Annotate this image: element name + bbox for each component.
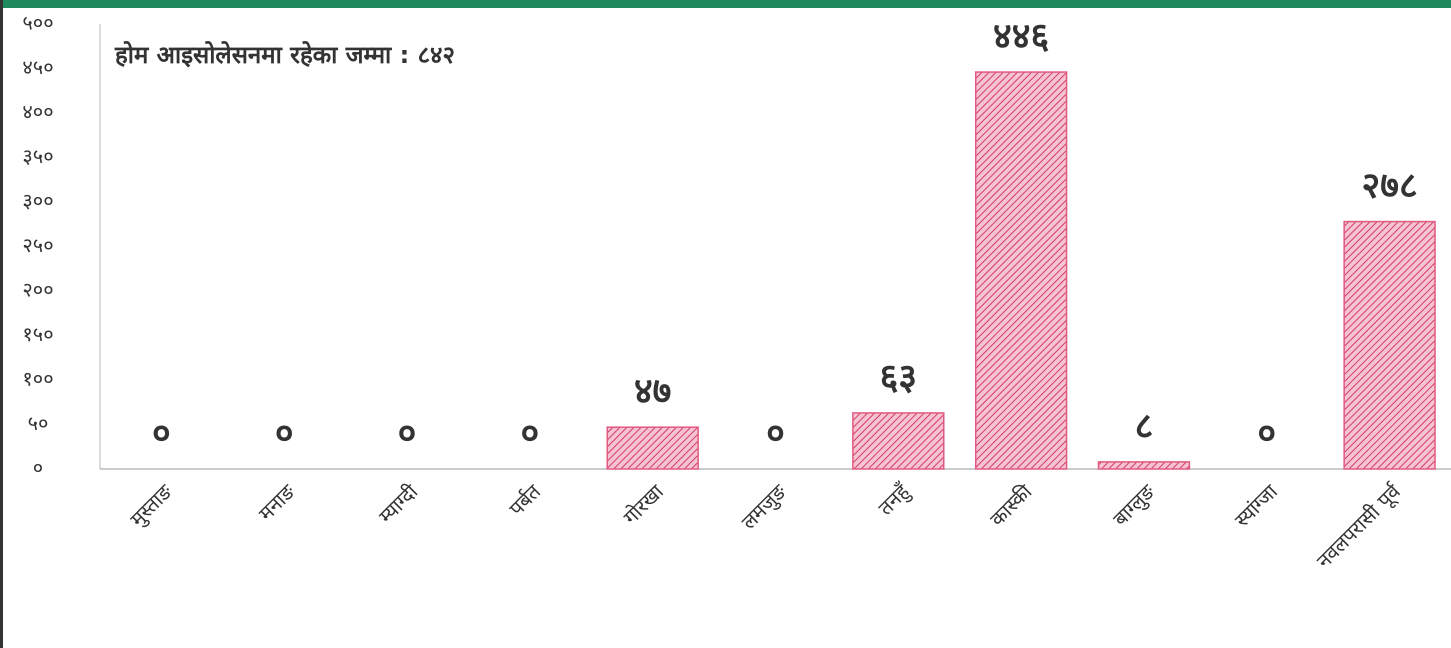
y-tick-label: १०० [22,367,53,391]
chart-title: होम आइसोलेसनमा रहेका जम्मा : ८४२ [114,41,455,69]
y-tick-label: ० [33,456,43,480]
y-tick-label: २०० [22,278,53,302]
y-tick-label: ४०० [22,100,53,124]
x-tick-label: म्याग्दी [374,479,423,528]
data-label: ० [275,413,294,454]
data-label: ८ [1135,406,1154,447]
x-tick-label: कास्की [985,479,1037,531]
bar [606,426,699,470]
data-label: ० [766,413,785,454]
bar [974,71,1068,470]
x-tick-label: पर्बत [504,479,546,521]
x-tick-label: स्यांग्जा [1230,479,1283,532]
data-label: ० [398,413,417,454]
x-tick-label: तनहुँ [873,479,916,522]
x-tick-label: लमजुङ [736,479,792,535]
bar [1097,461,1191,470]
y-tick-label: ३०० [22,189,53,213]
x-tick-label: गोरखा [618,479,668,529]
bar [1343,220,1436,470]
x-tick-label: बाग्लुङ [1108,479,1161,532]
y-tick-label: ३५० [22,144,53,168]
bar [852,412,945,470]
data-label: ६३ [880,357,917,398]
data-label: ० [520,413,539,454]
x-tick-label: नवलपरासी पूर्व [1312,479,1407,574]
y-tick-label: १५० [22,322,53,346]
left-border [0,0,3,648]
top-bar [0,0,1451,8]
y-tick-label: ५०० [22,11,53,35]
data-label: २७८ [1362,166,1418,207]
x-tick-label: मुस्ताङ [125,479,178,532]
x-tick-label: मनाङ [254,479,301,526]
y-tick-label: ५० [28,411,49,435]
y-tick-label: २५० [22,233,53,257]
data-label: ४४६ [993,16,1049,57]
data-label: ४७ [634,371,671,412]
data-label: ० [152,413,171,454]
y-tick-label: ४५० [22,55,53,79]
data-label: ० [1257,413,1276,454]
